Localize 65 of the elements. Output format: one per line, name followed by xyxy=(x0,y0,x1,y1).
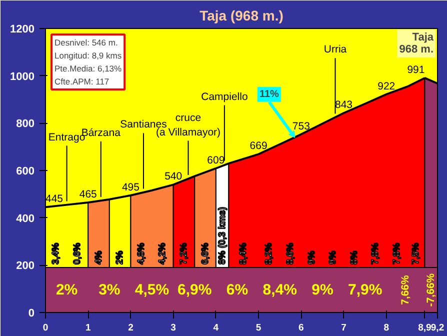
annotation: 465 xyxy=(79,188,98,200)
annotation: 3% xyxy=(98,282,120,299)
annotation: -7,66% xyxy=(425,272,438,307)
x-tick-label: 7 xyxy=(341,322,346,334)
annotation: 6,9% xyxy=(178,282,212,299)
annotation: 609 xyxy=(207,154,225,166)
annotation: 8,4% xyxy=(238,242,250,265)
annotation: Pte.Media: 6,13% xyxy=(54,64,122,74)
annotation: 843 xyxy=(335,98,353,111)
annotation: 445 xyxy=(46,193,64,206)
annotation: 11% xyxy=(259,88,280,100)
annotation: 8% xyxy=(348,250,360,265)
y-tick-label: 400 xyxy=(16,212,35,225)
annotation: 8% (0,3 kms) xyxy=(216,206,228,265)
annotation: 8,4% xyxy=(262,282,297,299)
annotation: 9% xyxy=(312,282,334,299)
annotation: Campiello xyxy=(201,90,248,103)
annotation: 2% xyxy=(56,282,78,299)
annotation: 753 xyxy=(292,120,310,132)
annotation: 540 xyxy=(164,170,182,183)
annotation: 8,6% xyxy=(285,242,296,265)
annotation: 8,2% xyxy=(264,242,275,265)
x-tick-label: 8,9 xyxy=(418,322,432,334)
annotation: 4,2% xyxy=(157,242,168,265)
annotation: 4% xyxy=(93,250,104,265)
annotation: 922 xyxy=(378,80,396,92)
annotation: 6% xyxy=(226,282,248,299)
annotation: 9% xyxy=(306,250,318,265)
x-tick-label: 6 xyxy=(298,322,304,334)
annotation: 4,5% xyxy=(134,282,170,299)
y-tick-label: 0 xyxy=(28,308,35,320)
annotation: 7,8% xyxy=(370,242,382,265)
x-tick-label: 2 xyxy=(128,322,134,334)
x-tick-label: 0 xyxy=(42,322,48,334)
chart-title: Taja (968 m.) xyxy=(200,8,284,24)
annotation: 7,8% xyxy=(392,242,403,265)
annotation: 4,8% xyxy=(136,242,147,265)
annotation: 7,9% xyxy=(348,282,382,299)
annotation: Taja 968 m. xyxy=(399,32,434,56)
y-tick-label: 800 xyxy=(16,118,35,130)
x-tick-label: 5 xyxy=(256,322,262,334)
x-tick-label: 1 xyxy=(85,322,92,334)
y-tick-label: 200 xyxy=(16,260,35,272)
annotation: 6,6% xyxy=(200,242,211,265)
x-tick-label: 9,2 xyxy=(430,322,444,334)
annotation: 495 xyxy=(122,181,140,194)
x-tick-label: 4 xyxy=(213,322,220,334)
annotation: 3,4% xyxy=(50,242,62,265)
x-tick-label: 8 xyxy=(384,322,390,334)
annotation: 669 xyxy=(250,140,268,152)
annotation: 2% xyxy=(114,250,126,265)
annotation: 9% xyxy=(328,250,339,265)
annotation: Urria xyxy=(324,44,347,56)
annotation: Cfte.APM: 117 xyxy=(54,76,110,86)
y-tick-label: 600 xyxy=(16,166,35,178)
annotation: 7,2% xyxy=(178,242,190,265)
annotation: Longitud: 8,9 kms xyxy=(54,50,122,60)
annotation: Desnivel: 546 m. xyxy=(54,38,118,48)
annotation: 0,6% xyxy=(72,242,83,265)
annotation: 991 xyxy=(407,64,425,76)
y-tick-label: 1000 xyxy=(10,70,35,83)
x-tick-label: 3 xyxy=(170,322,176,334)
annotation: 7,5% xyxy=(410,242,422,265)
annotation: 7,66% xyxy=(400,274,412,305)
y-tick-label: 1200 xyxy=(10,24,35,36)
